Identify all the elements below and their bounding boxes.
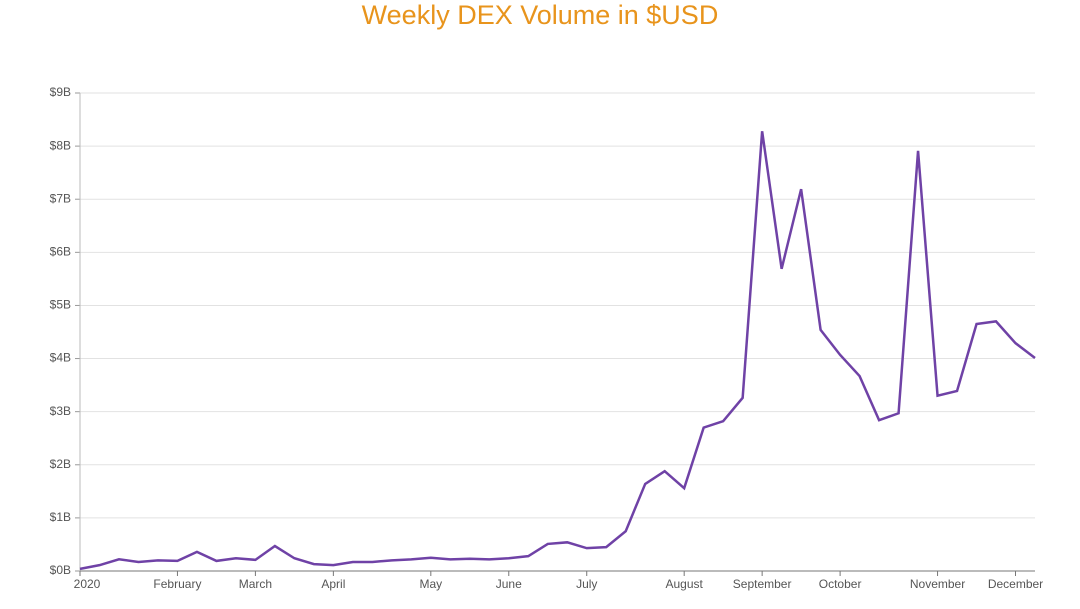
x-tick-label: October <box>819 577 862 591</box>
y-tick-label: $3B <box>50 404 71 418</box>
y-tick-label: $7B <box>50 191 71 205</box>
line <box>79 131 1036 571</box>
chart-title: Weekly DEX Volume in $USD <box>362 0 719 30</box>
y-tick-label: $2B <box>50 457 71 471</box>
y-tick-label: $6B <box>50 245 71 259</box>
x-tick-label: June <box>496 577 522 591</box>
y-tick-label: $1B <box>50 510 71 524</box>
x-tick-label: November <box>910 577 965 591</box>
y-tick-label: $8B <box>50 138 71 152</box>
x-tick-label: March <box>239 577 272 591</box>
y-tick-label: $5B <box>50 298 71 312</box>
y-tick-label: $4B <box>50 351 71 365</box>
x-tick-label: April <box>321 577 345 591</box>
x-tick-label: July <box>576 577 597 591</box>
x-tick-label: February <box>153 577 201 591</box>
y-tick-label: $9B <box>50 85 71 99</box>
x-tick-label: December <box>988 577 1043 591</box>
x-tick-label: September <box>733 577 792 591</box>
x-tick-label: 2020 <box>74 577 101 591</box>
x-tick-label: May <box>419 577 442 591</box>
x-tick-label: August <box>666 577 704 591</box>
y-tick-label: $0B <box>50 563 71 577</box>
